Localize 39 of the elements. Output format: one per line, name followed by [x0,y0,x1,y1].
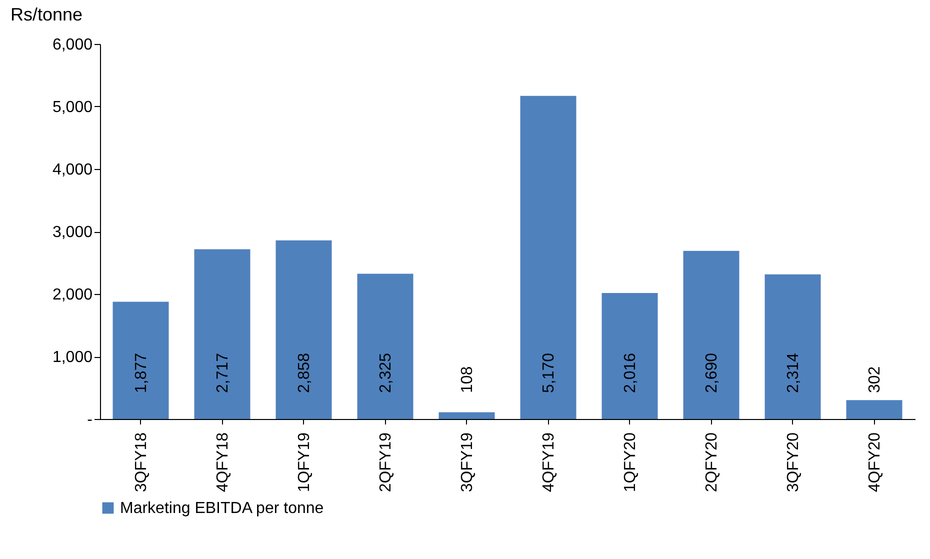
x-tick-label: 3QFY19 [458,432,476,492]
bar [683,250,740,419]
legend-label: Marketing EBITDA per tonne [120,500,324,517]
bar [112,302,169,419]
bar [602,293,658,419]
data-label: 5,170 [540,352,558,393]
x-tick-label: 2QFY20 [703,432,720,492]
data-label: 2,858 [296,352,313,393]
data-label: 302 [866,366,884,393]
x-tick-label: 3QFY18 [132,432,150,492]
y-tick-label: 5,000 [52,99,93,116]
y-tick-label: 3,000 [52,224,93,241]
bar [438,412,495,419]
data-label: 1,877 [132,352,150,393]
data-label: 2,016 [622,352,639,393]
bar [846,400,902,419]
data-label: 2,325 [377,352,394,393]
data-label: 2,690 [703,352,720,393]
y-tick-label: 6,000 [52,36,93,54]
x-tick-label: 2QFY19 [377,432,394,492]
bar [764,274,821,419]
x-tick-label: 3QFY20 [784,432,802,492]
x-tick-label: 4QFY19 [540,432,558,492]
x-tick-label: 4QFY18 [214,432,232,492]
data-label: 2,314 [784,352,802,393]
x-tick-label: 1QFY19 [296,432,313,492]
bar [276,240,332,419]
y-tick-label: 2,000 [52,286,93,304]
data-label: 108 [458,366,476,393]
bar [194,249,250,419]
bar [357,274,414,419]
y-tick-label: - [87,412,92,428]
y-tick-label: 4,000 [52,162,93,178]
y-tick-label: 1,000 [52,349,93,366]
data-label: 2,717 [214,352,232,393]
x-tick-label: 1QFY20 [622,432,639,492]
x-tick-label: 4QFY20 [866,432,884,492]
y-axis-title: Rs/tonne [10,4,83,24]
bar [520,96,576,419]
